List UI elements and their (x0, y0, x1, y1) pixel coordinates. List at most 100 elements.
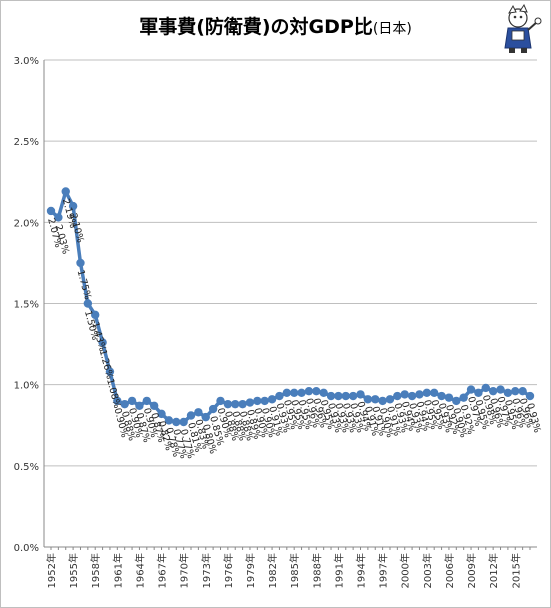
y-tick-label: 1.5% (14, 300, 39, 311)
x-tick-label: 2012年 (487, 553, 500, 588)
x-tick-label: 1988年 (310, 553, 323, 588)
data-point (371, 395, 380, 404)
x-tick-label: 1991年 (332, 553, 345, 588)
x-tick-label: 2006年 (443, 553, 456, 588)
y-tick-label: 0.0% (14, 543, 39, 554)
data-point (223, 399, 233, 409)
chart-title-main: 軍事費(防衛費)の対GDP比 (139, 16, 373, 38)
mascot-icon (504, 4, 542, 53)
data-point (245, 398, 255, 407)
data-point (208, 404, 218, 414)
x-tick-label: 1973年 (200, 553, 213, 588)
y-tick-label: 0.5% (14, 462, 39, 473)
data-label: 1.75% (75, 269, 93, 301)
data-point (430, 388, 439, 397)
data-point (356, 390, 365, 399)
data-label: 1.08% (104, 378, 122, 410)
x-tick-label: 2003年 (421, 553, 434, 588)
data-point (422, 388, 432, 397)
data-point (393, 391, 402, 401)
data-point (407, 391, 417, 401)
data-point (488, 386, 498, 396)
data-label: 1.26% (97, 348, 115, 380)
data-point (452, 396, 461, 406)
x-tick-label: 1967年 (156, 553, 169, 588)
data-point (260, 396, 269, 406)
data-point (304, 386, 314, 396)
x-tick-label: 1976年 (222, 553, 235, 588)
y-tick-label: 2.5% (14, 137, 39, 148)
data-point (511, 386, 520, 396)
data-point (496, 385, 505, 394)
x-tick-label: 1982年 (266, 553, 279, 588)
data-point (282, 388, 292, 397)
series-line (49, 189, 531, 424)
x-tick-label: 1994年 (355, 553, 368, 588)
data-point (334, 391, 343, 401)
x-tick-label: 1985年 (288, 553, 301, 588)
data-point (46, 206, 56, 216)
data-point (400, 390, 409, 399)
data-point (120, 399, 129, 409)
data-point (363, 395, 373, 404)
data-point (135, 401, 144, 410)
data-point (201, 412, 210, 422)
data-point (83, 299, 93, 308)
x-tick-label: 1955年 (67, 553, 80, 588)
x-tick-label: 1979年 (244, 553, 257, 588)
data-point (341, 391, 350, 401)
data-point (216, 396, 225, 406)
data-point (378, 396, 387, 406)
x-tick-label: 1997年 (377, 553, 390, 588)
data-point (326, 391, 336, 401)
x-tick-label: 1952年 (45, 553, 58, 588)
data-point (91, 310, 100, 320)
y-tick-label: 2.0% (14, 218, 39, 229)
data-point (275, 391, 284, 401)
data-point (98, 338, 107, 347)
x-tick-label: 2015年 (509, 553, 522, 588)
data-point (194, 408, 203, 417)
x-tick-label: 2000年 (399, 553, 412, 588)
x-tick-label: 1958年 (89, 553, 102, 588)
data-labels: 2.07%2.03%2.19%2.10%1.75%1.50%1.43%1.26%… (45, 197, 542, 460)
data-point (76, 258, 85, 268)
data-point (68, 201, 78, 211)
data-point (142, 396, 151, 406)
data-point (186, 411, 196, 420)
x-tick-label: 1970年 (178, 553, 191, 588)
data-point (179, 417, 188, 427)
data-point (459, 393, 468, 402)
data-point (312, 386, 321, 396)
data-point (319, 388, 328, 397)
x-tick-label: 2009年 (465, 553, 478, 588)
data-point (267, 395, 277, 404)
data-point (297, 388, 306, 397)
data-point (444, 393, 454, 402)
data-point (385, 395, 395, 404)
axes: 0.0% 0.5% 1.0% 1.5% 2.0% 2.5% 3.0% 1952年 1955年 19… (14, 56, 537, 588)
data-point (525, 391, 535, 401)
data-point (231, 399, 240, 409)
data-point (474, 388, 483, 397)
data-point (466, 385, 476, 394)
data-point (518, 386, 527, 396)
x-tick-label: 1961年 (111, 553, 124, 588)
chart-title-suffix: (日本) (372, 21, 412, 37)
y-tick-label: 1.0% (14, 381, 39, 392)
data-point (172, 417, 181, 427)
chart-title: 軍事費(防衛費)の対GDP比(日本) (0, 12, 551, 39)
y-tick-label: 3.0% (14, 56, 39, 67)
data-point (289, 388, 299, 397)
x-tick-label: 1964年 (133, 553, 146, 588)
data-point (113, 396, 122, 406)
data-point (157, 409, 166, 419)
data-point (105, 367, 115, 376)
data-point (481, 383, 490, 393)
data-point (149, 401, 159, 410)
data-point (503, 388, 513, 397)
data-point (437, 391, 446, 401)
data-point (61, 187, 70, 196)
data-point (54, 213, 63, 222)
